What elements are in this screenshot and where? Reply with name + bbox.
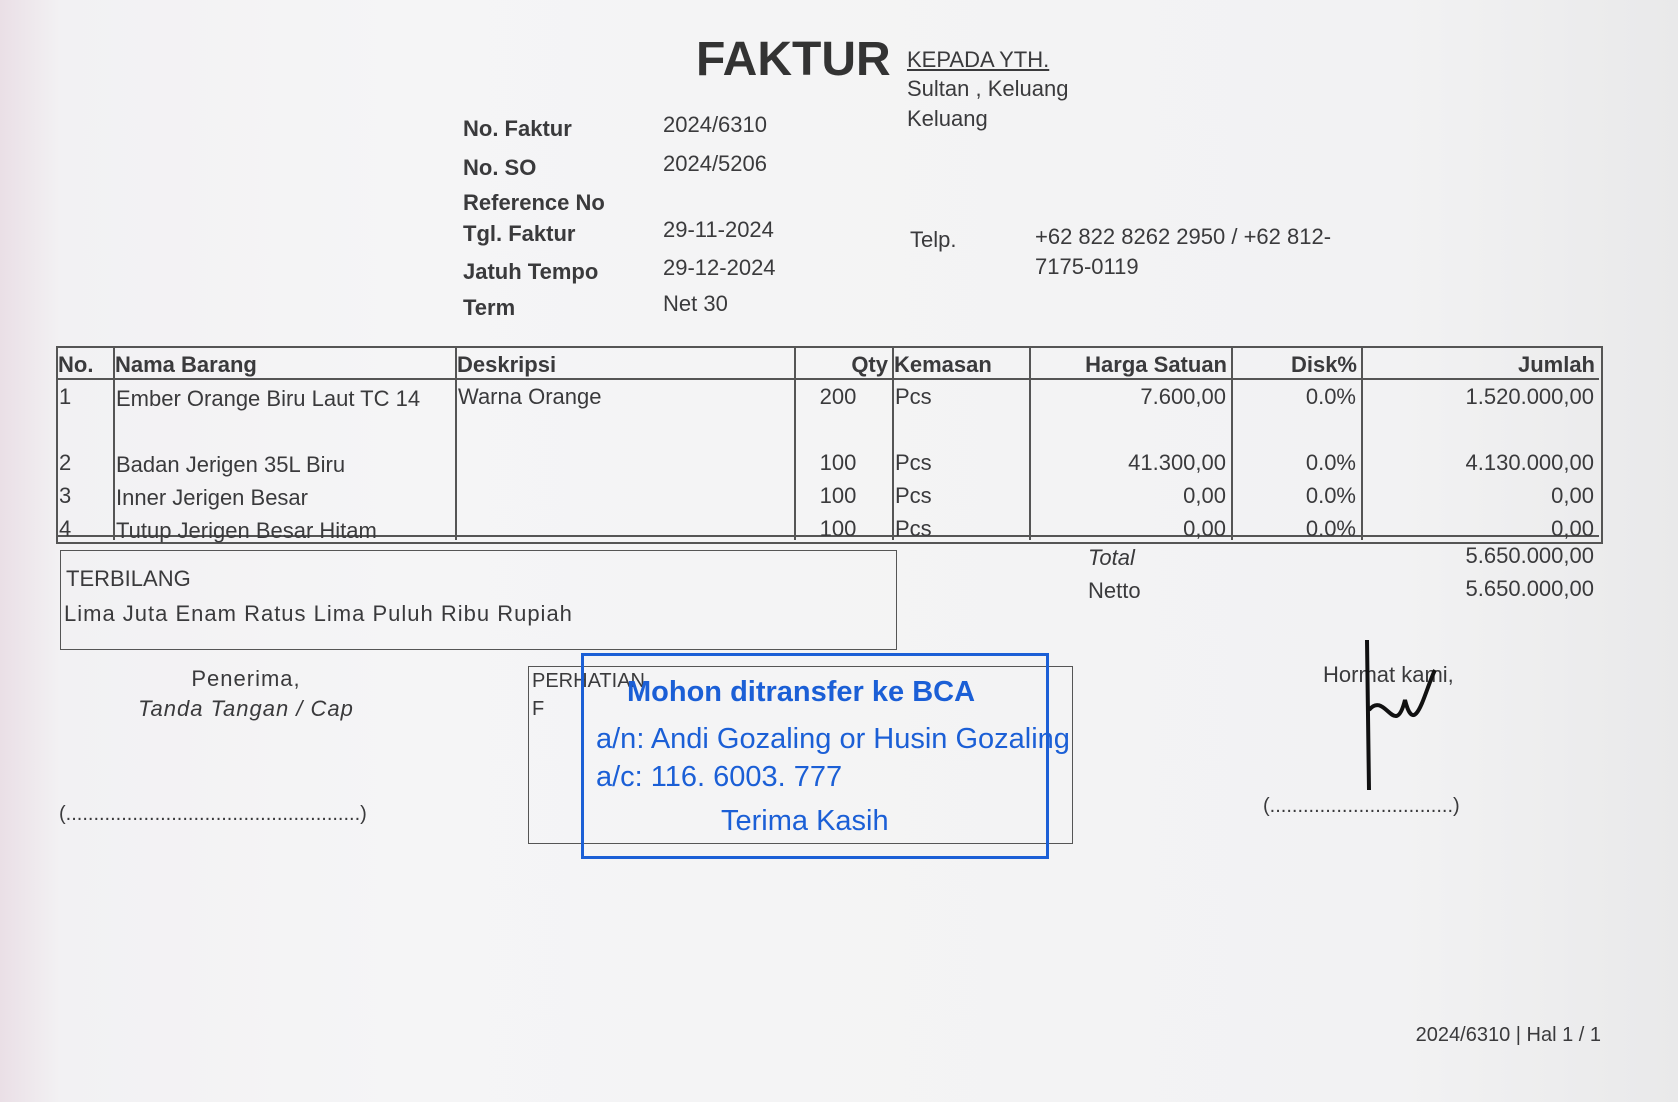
bottom-rule: [56, 535, 1599, 537]
table-cell: 0,00: [1183, 483, 1226, 508]
terbilang-label: TERBILANG: [66, 566, 191, 591]
perhatian-note: F: [532, 698, 545, 720]
info-label: Jatuh Tempo: [463, 259, 599, 284]
terbilang-text: Lima Juta Enam Ratus Lima Puluh Ribu Rup…: [64, 601, 573, 626]
column-header: Disk%: [1290, 352, 1357, 377]
stamp-line: a/n: Andi Gozaling or Husin Gozaling: [596, 723, 1070, 755]
column-rule: [892, 346, 894, 540]
column-header: Nama Barang: [115, 352, 257, 377]
signature-scribble: [1365, 639, 1437, 791]
column-rule: [1231, 346, 1233, 540]
table-cell: 4.130.000,00: [1465, 450, 1594, 475]
info-label: Term: [463, 295, 516, 320]
perhatian-box: [528, 666, 1073, 844]
info-value: 29-11-2024: [663, 217, 774, 242]
table-cell: 1.520.000,00: [1465, 384, 1594, 409]
info-label: Tgl. Faktur: [463, 221, 576, 246]
table-border: [56, 346, 1603, 544]
recipient-line: Keluang: [907, 106, 988, 131]
table-cell: 1: [59, 384, 72, 409]
table-cell: Warna Orange: [458, 384, 602, 409]
column-rule: [794, 346, 796, 540]
column-header: Deskripsi: [457, 352, 557, 377]
table-cell: 200: [819, 384, 857, 409]
column-rule: [1361, 346, 1363, 540]
title: FAKTUR: [696, 33, 891, 86]
table-cell: Pcs: [895, 384, 932, 409]
total-value: 5.650.000,00: [1465, 543, 1594, 568]
info-value: Net 30: [663, 291, 728, 316]
table-cell: Tutup Jerigen Besar Hitam: [116, 518, 377, 543]
table-cell: 3: [59, 483, 72, 508]
total-value: 5.650.000,00: [1465, 576, 1594, 601]
table-cell: 0.0%: [1305, 450, 1356, 475]
stamp-line: a/c: 116. 6003. 777: [596, 761, 843, 793]
table-cell: 0.0%: [1305, 483, 1356, 508]
table-cell: 100: [819, 516, 857, 541]
table-cell: 100: [819, 450, 857, 475]
table-cell: Badan Jerigen 35L Biru: [116, 452, 346, 477]
table-cell: 4: [59, 516, 72, 541]
column-header: Harga Satuan: [1085, 352, 1227, 377]
bank-stamp: [581, 653, 1049, 859]
footer: 2024/6310 | Hal 1 / 1: [1415, 1024, 1601, 1046]
info-label: No. Faktur: [463, 116, 572, 141]
stamp-line: Mohon ditransfer ke BCA: [627, 676, 976, 708]
table-cell: 2: [59, 450, 72, 475]
table-cell: 7.600,00: [1140, 384, 1226, 409]
table-cell: 0,00: [1551, 516, 1594, 541]
column-rule: [1029, 346, 1031, 540]
stamp-line: Terima Kasih: [721, 805, 889, 837]
telp-label: Telp.: [910, 227, 957, 252]
column-header: Qty: [851, 352, 888, 377]
recipient-label: KEPADA YTH.: [907, 47, 1050, 72]
table-cell: 0.0%: [1305, 516, 1356, 541]
telp-value: +62 822 8262 2950 / +62 812-7175-0119: [1035, 224, 1332, 279]
table-cell: 41.300,00: [1128, 450, 1226, 475]
column-rule: [455, 346, 457, 540]
signature-line: (.......................................…: [59, 803, 367, 825]
table-cell: 0,00: [1551, 483, 1594, 508]
column-header: Jumlah: [1517, 352, 1595, 377]
table-cell: Pcs: [895, 483, 932, 508]
table-cell: Pcs: [895, 450, 932, 475]
column-rule: [113, 346, 115, 540]
info-label: Reference No: [463, 190, 605, 215]
terbilang-box: [60, 550, 897, 650]
total-label: Total: [1088, 545, 1135, 570]
table-cell: 0.0%: [1305, 384, 1356, 409]
perhatian-label: PERHATIAN: [532, 670, 645, 692]
table-cell: Inner Jerigen Besar: [116, 485, 308, 510]
table-cell: 100: [819, 483, 857, 508]
signature-line: (.................................): [1263, 795, 1460, 817]
column-header: No.: [58, 352, 94, 377]
info-value: 2024/5206: [663, 151, 767, 176]
info-value: 2024/6310: [663, 112, 767, 137]
table-cell: Ember Orange Biru Laut TC 14: [116, 386, 421, 411]
info-value: 29-12-2024: [663, 255, 776, 280]
column-header: Kemasan: [894, 352, 992, 377]
recipient-line: Sultan , Keluang: [907, 76, 1069, 101]
header-rule: [56, 378, 1599, 380]
total-label: Netto: [1088, 578, 1141, 603]
info-label: No. SO: [463, 155, 537, 180]
table-cell: Pcs: [895, 516, 932, 541]
table-cell: 0,00: [1183, 516, 1226, 541]
penerima-label: Penerima,: [191, 666, 301, 691]
penerima-caption: Tanda Tangan / Cap: [138, 696, 354, 721]
